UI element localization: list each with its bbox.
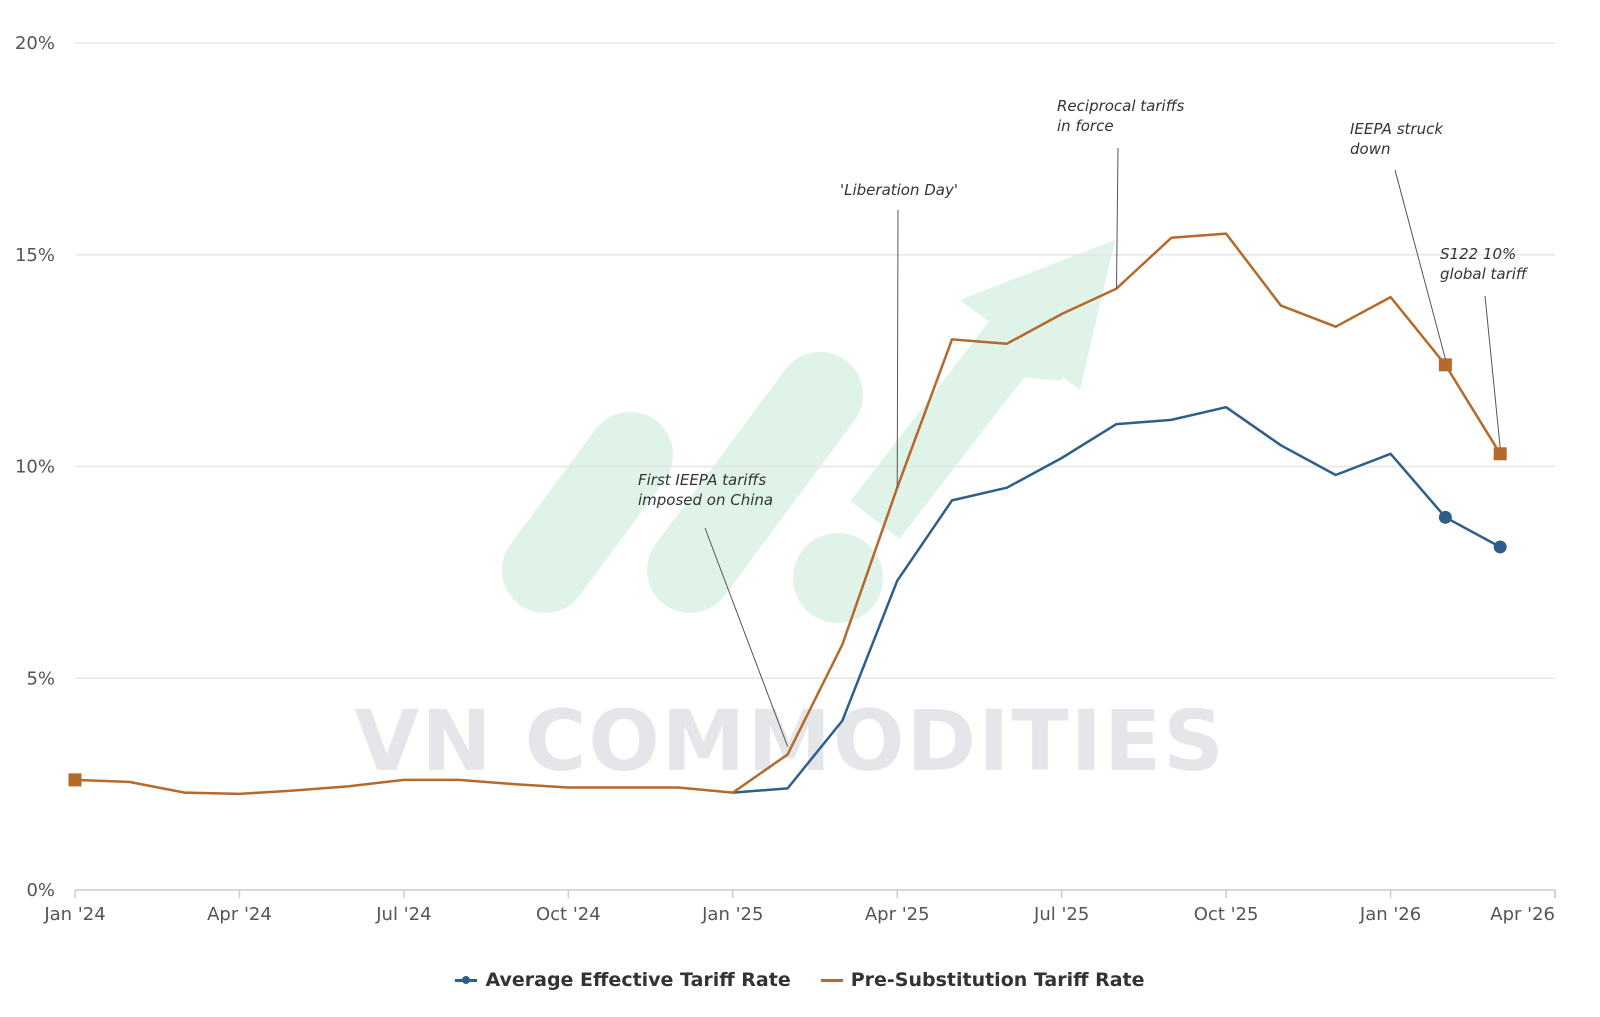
annotation-label: IEEPA struck down	[1350, 120, 1444, 158]
annotation-label: 'Liberation Day'	[840, 181, 958, 199]
legend: Average Effective Tariff Rate Pre-Substi…	[0, 965, 1600, 995]
annotation-line: Reciprocal tariffs	[1057, 97, 1185, 115]
data-point-circle	[1438, 510, 1452, 524]
annotation-line: IEEPA struck	[1350, 120, 1444, 138]
annotation-label: S122 10% global tariff	[1440, 245, 1529, 283]
data-point-square	[1493, 447, 1507, 461]
annotations: First IEEPA tariffs imposed on China 'Libe…	[638, 97, 1529, 747]
annotation-line: First IEEPA tariffs	[638, 471, 766, 489]
y-axis: 0% 5% 10% 15% 20%	[15, 33, 55, 901]
y-tick-label: 5%	[26, 668, 55, 689]
annotation-line: global tariff	[1440, 265, 1529, 283]
annotation-line: down	[1350, 140, 1390, 158]
annotation-line: imposed on China	[638, 491, 773, 509]
annotation-label: Reciprocal tariffs in force	[1057, 97, 1185, 135]
x-tick-label: Apr '25	[865, 904, 930, 925]
x-tick-label: Oct '24	[536, 904, 601, 925]
x-tick-label: Jan '26	[1359, 904, 1421, 925]
y-tick-label: 0%	[26, 880, 55, 901]
data-point-circle	[1493, 540, 1507, 554]
x-tick-label: Jan '24	[43, 904, 105, 925]
annotation-leader-line	[704, 527, 789, 747]
legend-swatch-line-icon	[820, 978, 843, 982]
watermark-logo: VN COMMODITIES	[354, 240, 1226, 790]
x-tick-label: Jan '25	[701, 904, 763, 925]
series-line	[732, 405, 1501, 794]
legend-item-pre-substitution[interactable]: Pre-Substitution Tariff Rate	[820, 969, 1145, 991]
legend-label: Average Effective Tariff Rate	[485, 969, 791, 991]
annotation-line: S122 10%	[1440, 245, 1516, 263]
x-tick-label: Oct '25	[1194, 904, 1259, 925]
legend-label: Pre-Substitution Tariff Rate	[850, 969, 1145, 991]
x-tick-label: Jul '25	[1033, 904, 1089, 925]
gridlines	[75, 42, 1555, 679]
legend-item-average-effective[interactable]: Average Effective Tariff Rate	[455, 969, 791, 991]
x-tick-label: Apr '24	[207, 904, 272, 925]
y-tick-label: 10%	[15, 457, 55, 478]
x-tick-label: Jul '24	[375, 904, 431, 925]
plot-area	[68, 232, 1507, 796]
series-line	[74, 232, 1502, 796]
y-tick-label: 20%	[15, 33, 55, 54]
annotation-leader-line	[1394, 169, 1446, 359]
watermark-text: VN COMMODITIES	[354, 692, 1226, 790]
x-axis: Jan '24 Apr '24 Jul '24 Oct '24 Jan '25 Apr '…	[43, 889, 1556, 925]
annotation-leader-line	[896, 209, 899, 488]
data-point-square	[1438, 358, 1452, 372]
annotation-line: in force	[1057, 117, 1114, 135]
annotation-leader-line	[1484, 295, 1501, 448]
y-tick-label: 15%	[15, 245, 55, 266]
annotation-leader-line	[1115, 147, 1119, 289]
annotation-label: First IEEPA tariffs imposed on China	[638, 471, 773, 509]
data-point-square	[68, 773, 82, 787]
annotation-line: 'Liberation Day'	[840, 181, 958, 199]
x-tick-label: Apr '26	[1490, 904, 1555, 925]
legend-swatch-circle-icon	[455, 975, 478, 984]
